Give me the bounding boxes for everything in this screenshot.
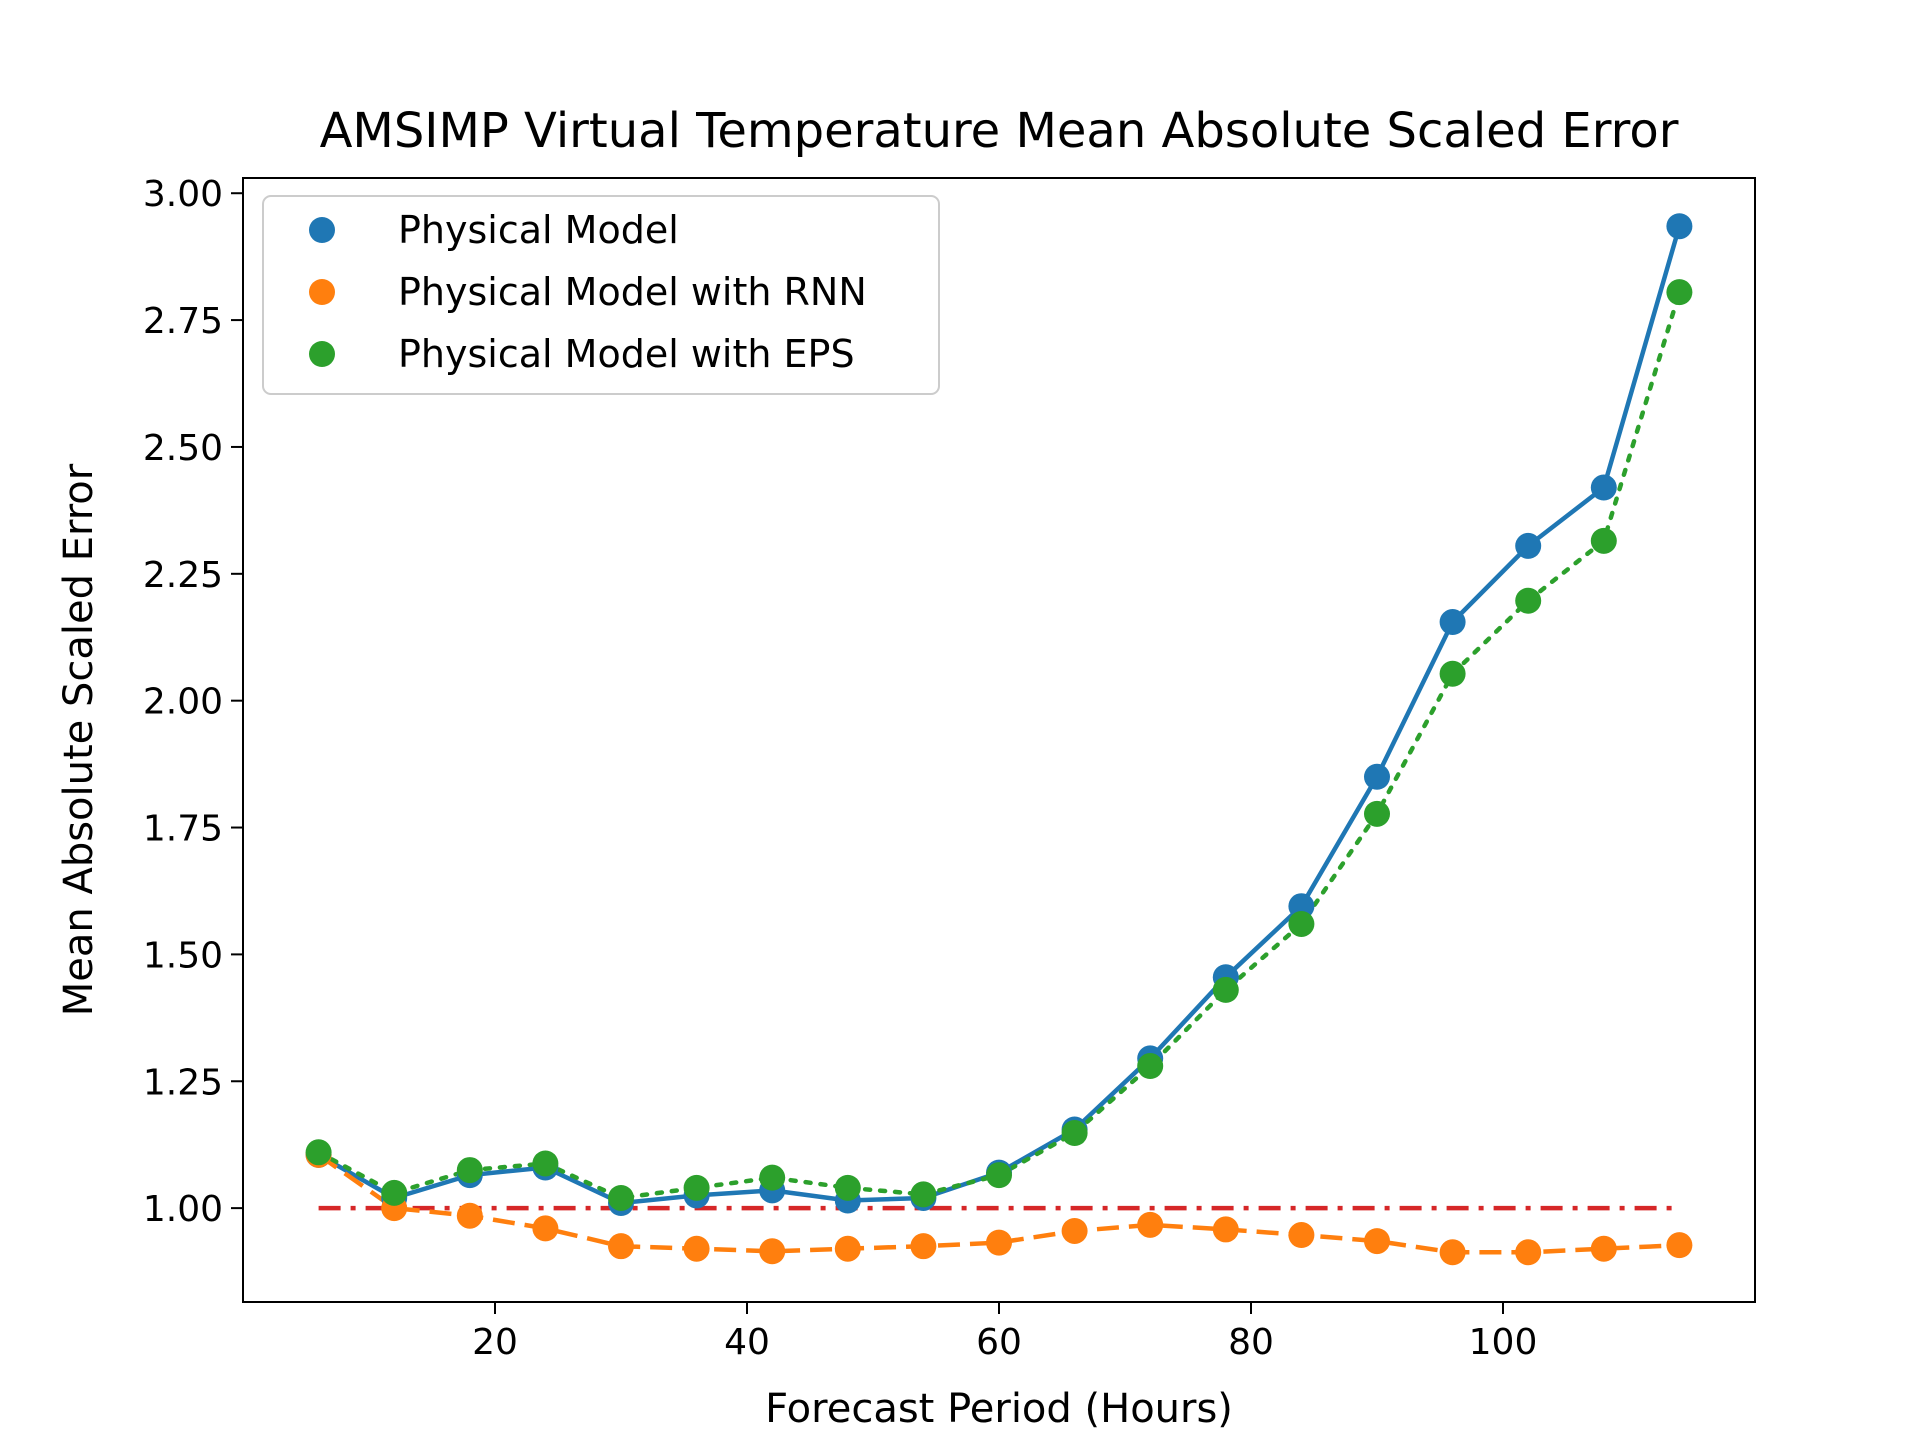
chart-title: AMSIMP Virtual Temperature Mean Absolute… bbox=[320, 103, 1679, 159]
legend: Physical Model Physical Model with RNN Phy… bbox=[262, 195, 940, 395]
data-point-s2-x114 bbox=[1666, 1232, 1693, 1259]
y-tick-label: 2.00 bbox=[143, 682, 223, 723]
data-point-s2-x42 bbox=[759, 1238, 786, 1265]
data-point-s3-x42 bbox=[759, 1164, 786, 1191]
data-point-s2-x72 bbox=[1137, 1211, 1164, 1238]
legend-label-1: Physical Model bbox=[398, 208, 679, 252]
y-tick-label: 1.50 bbox=[143, 935, 223, 976]
data-point-s2-x24 bbox=[532, 1215, 559, 1242]
data-point-s3-x24 bbox=[532, 1150, 559, 1177]
data-point-s3-x60 bbox=[986, 1162, 1012, 1189]
data-point-s2-x18 bbox=[456, 1202, 483, 1229]
data-point-s3-x66 bbox=[1061, 1120, 1088, 1147]
legend-marker-2 bbox=[309, 279, 335, 305]
y-axis: 1.00 1.25 1.50 1.75 2.00 2.25 2.50 2.75 3.00 bbox=[143, 174, 243, 1230]
data-point-s3-x78 bbox=[1212, 976, 1239, 1003]
x-tick-label: 100 bbox=[1469, 1322, 1538, 1363]
x-tick-label: 60 bbox=[976, 1322, 1022, 1363]
data-point-s1-x102 bbox=[1515, 532, 1542, 559]
y-tick-label: 1.00 bbox=[143, 1189, 223, 1230]
data-point-s3-x18 bbox=[456, 1157, 483, 1184]
legend-label-2: Physical Model with RNN bbox=[398, 270, 867, 314]
series-line-3 bbox=[316, 289, 1682, 1201]
data-point-s3-x96 bbox=[1439, 660, 1466, 687]
data-point-s3-x6 bbox=[305, 1139, 332, 1166]
data-point-s2-x102 bbox=[1515, 1239, 1542, 1266]
data-point-s3-x48 bbox=[834, 1174, 861, 1201]
data-point-s1-x96 bbox=[1439, 609, 1466, 636]
y-tick-label: 1.25 bbox=[143, 1062, 223, 1103]
data-point-s2-x66 bbox=[1061, 1217, 1088, 1244]
data-point-s3-x84 bbox=[1288, 910, 1315, 937]
legend-box bbox=[262, 195, 940, 395]
data-point-s2-x30 bbox=[608, 1233, 634, 1260]
data-point-s2-x108 bbox=[1590, 1235, 1617, 1262]
data-point-s2-x36 bbox=[683, 1235, 710, 1262]
y-tick-label: 2.75 bbox=[143, 301, 223, 342]
y-tick-label: 2.50 bbox=[143, 428, 223, 469]
data-point-s2-x90 bbox=[1364, 1228, 1390, 1255]
x-tick-label: 80 bbox=[1228, 1322, 1274, 1363]
y-tick-label: 3.00 bbox=[143, 174, 223, 215]
data-point-s3-x114 bbox=[1666, 279, 1693, 306]
x-axis: 20 40 60 80 100 bbox=[472, 1302, 1537, 1363]
legend-label-3: Physical Model with EPS bbox=[398, 332, 855, 376]
data-point-s2-x84 bbox=[1288, 1222, 1315, 1249]
data-point-s2-x54 bbox=[910, 1233, 937, 1260]
data-point-s3-x108 bbox=[1590, 527, 1617, 554]
data-point-s1-x84 bbox=[1288, 893, 1315, 920]
plot-area bbox=[305, 213, 1693, 1266]
data-point-s2-x78 bbox=[1212, 1216, 1239, 1243]
legend-marker-3 bbox=[309, 341, 335, 367]
data-point-s3-x30 bbox=[608, 1184, 634, 1211]
x-axis-label: Forecast Period (Hours) bbox=[765, 1386, 1233, 1432]
data-point-s1-x108 bbox=[1590, 474, 1617, 501]
legend-marker-1 bbox=[309, 217, 335, 243]
y-tick-label: 2.25 bbox=[143, 555, 223, 596]
y-axis-label: Mean Absolute Scaled Error bbox=[56, 463, 102, 1016]
data-point-s2-x48 bbox=[834, 1235, 861, 1262]
y-tick-label: 1.75 bbox=[143, 809, 223, 850]
x-tick-label: 20 bbox=[472, 1322, 518, 1363]
data-point-s2-x60 bbox=[986, 1229, 1012, 1256]
data-point-s3-x90 bbox=[1364, 800, 1390, 827]
data-point-s3-x72 bbox=[1137, 1053, 1164, 1080]
data-point-s3-x12 bbox=[381, 1179, 408, 1206]
data-point-s3-x54 bbox=[910, 1181, 937, 1208]
data-point-s1-x114 bbox=[1666, 213, 1693, 240]
data-point-s3-x36 bbox=[683, 1174, 710, 1201]
data-point-s2-x96 bbox=[1439, 1239, 1466, 1266]
x-tick-label: 40 bbox=[724, 1322, 770, 1363]
data-point-s3-x102 bbox=[1515, 587, 1542, 614]
data-point-s1-x90 bbox=[1364, 763, 1390, 790]
